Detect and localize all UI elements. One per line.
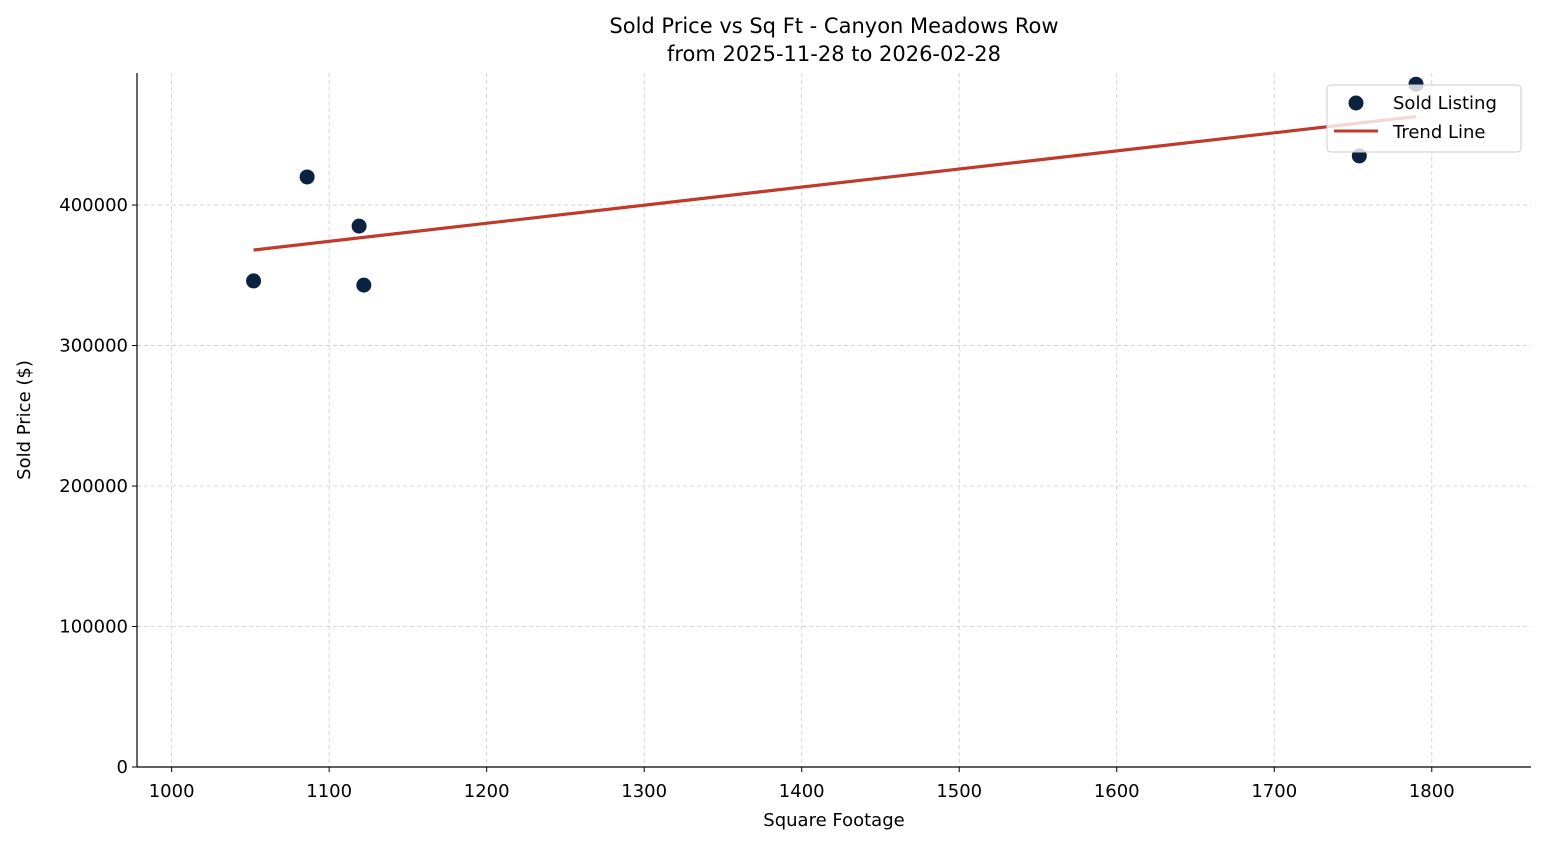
y-tick-label: 400000 — [59, 195, 128, 216]
data-point — [299, 169, 315, 185]
x-tick-label: 1800 — [1409, 781, 1455, 802]
x-tick-label: 1300 — [621, 781, 667, 802]
x-tick-label: 1000 — [149, 781, 195, 802]
data-point — [351, 218, 367, 234]
y-tick-label: 0 — [117, 757, 128, 778]
legend-marker-sold-listing — [1348, 95, 1364, 111]
series-layer — [246, 76, 1424, 293]
axes — [136, 73, 1531, 768]
data-point — [356, 277, 372, 293]
legend-label-trend-line: Trend Line — [1392, 122, 1486, 143]
grid — [137, 73, 1531, 767]
y-tick-label: 200000 — [59, 476, 128, 497]
chart-title: Sold Price vs Sq Ft - Canyon Meadows Row — [609, 14, 1058, 38]
legend: Sold Listing Trend Line — [1326, 84, 1522, 153]
x-tick-label: 1200 — [464, 781, 510, 802]
x-tick-label: 1700 — [1251, 781, 1297, 802]
x-tick-label: 1600 — [1094, 781, 1140, 802]
legend-label-sold-listing: Sold Listing — [1393, 93, 1497, 114]
ticks: 1000 1100 1200 1300 1400 1500 1600 1700 1800 0 100… — [59, 195, 1454, 802]
x-axis-label: Square Footage — [763, 810, 904, 831]
y-axis-label: Sold Price ($) — [14, 360, 35, 480]
legend-box — [1326, 84, 1522, 153]
x-tick-label: 1500 — [936, 781, 982, 802]
data-point — [246, 273, 262, 289]
chart-subtitle: from 2025-11-28 to 2026-02-28 — [667, 42, 1001, 66]
trend-line — [253, 114, 1417, 252]
y-tick-label: 300000 — [59, 336, 128, 357]
y-tick-label: 100000 — [59, 617, 128, 638]
x-tick-label: 1400 — [779, 781, 825, 802]
x-tick-label: 1100 — [306, 781, 352, 802]
